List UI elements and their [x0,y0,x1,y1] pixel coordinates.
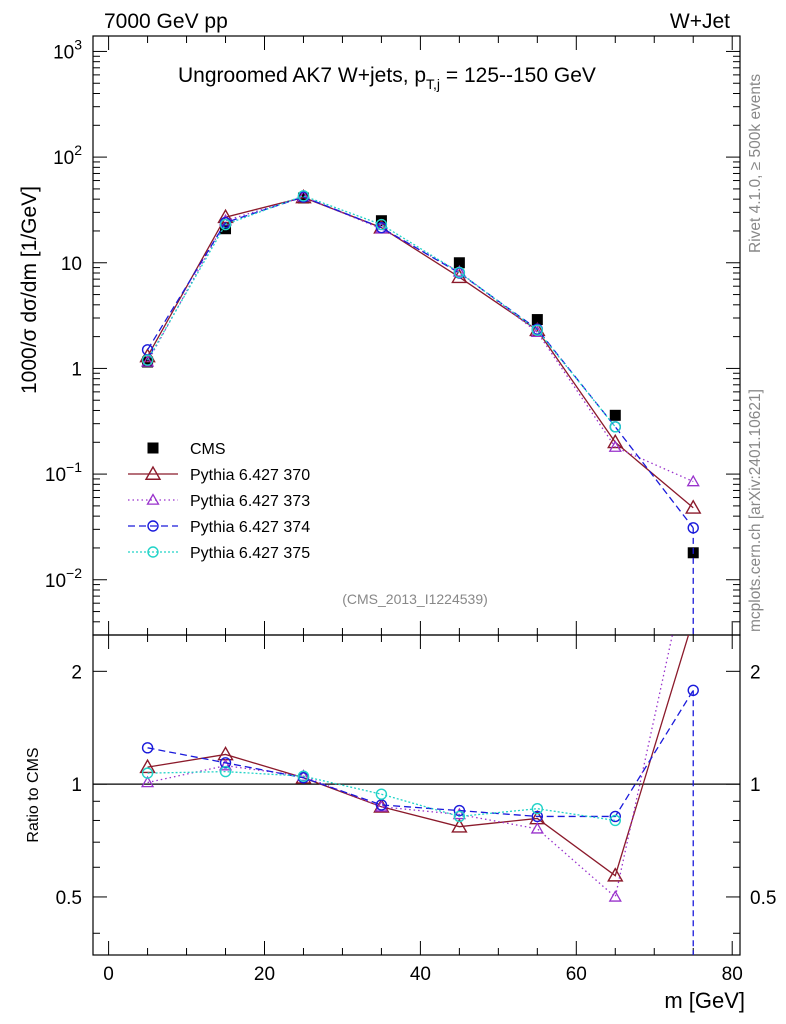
ratio-point-p374 [453,804,466,817]
ratio-point-p375 [297,770,310,782]
ratio-y-tick-label-right: 1 [750,775,761,796]
ratio-point-p373 [374,799,389,812]
main-line-p374 [147,196,694,529]
legend-marker-p375 [147,546,159,558]
header-left: 7000 GeV pp [104,10,228,33]
legend-label-p370: Pythia 6.427 370 [190,467,310,484]
rivet-label: Rivet 4.1.0, ≥ 500k events [747,74,764,253]
main-line-p370 [146,196,694,509]
main-y-tick-label: 103 [53,36,82,63]
x-tick-label: 0 [103,964,114,985]
main-line-p373 [146,196,694,483]
ratio-point-p375 [375,788,388,800]
x-tick-label: 20 [254,964,275,985]
main-point-p375 [531,324,544,336]
ratio-point-p373 [608,890,622,902]
legend-marker-cms [147,442,159,454]
main-y-tick-label: 102 [53,142,82,169]
legend-label-cms: CMS [190,441,226,458]
ratio-y-tick-label-left: 2 [71,662,82,683]
x-tick-label: 60 [566,964,587,985]
mcplots-label: mcplots.cern.ch [arXiv:2401.10621] [747,389,764,632]
ratio-y-tick-label-right: 0.5 [750,888,776,909]
ratio-point-p373 [140,775,155,788]
main-point-p375 [297,190,310,202]
ratio-point-p374 [609,810,621,823]
x-ticks: 0 20 40 60 80 [103,36,743,985]
legend-label-p374: Pythia 6.427 374 [190,519,310,536]
main-point-p373 [140,355,155,367]
ratio-series-group [139,635,699,955]
analysis-id: (CMS_2013_I1224539) [342,591,488,607]
ratio-point-p374 [375,799,388,811]
ratio-point-p375 [609,814,621,827]
main-title: Ungroomed AK7 W+jets, pT,j = 125--150 Ge… [178,64,596,92]
legend-marker-p370 [144,465,162,480]
ratio-line-p375 [147,770,616,822]
ratio-point-p374 [141,742,154,754]
main-point-cms [609,409,621,421]
legend-label-p375: Pythia 6.427 375 [190,545,310,562]
main-point-cms [531,314,543,326]
main-point-cms [453,257,465,269]
main-point-p370 [685,499,702,514]
main-point-cms [220,223,232,235]
main-y-tick-label: 10 [61,254,82,275]
main-point-p375 [375,218,388,231]
ratio-y-tick-label-right: 2 [750,662,761,683]
main-series-group [139,189,702,635]
main-point-p375 [219,218,232,231]
main-line-p375 [147,195,616,428]
x-tick-label: 40 [410,964,431,985]
main-point-p375 [609,421,621,433]
header-right: W+Jet [670,10,730,33]
main-point-p375 [141,354,154,366]
ratio-point-p375 [531,802,544,815]
legend-marker-p373 [146,493,160,505]
legend: CMS Pythia 6.427 370 Pythia 6.427 373 Pythi… [128,441,310,562]
ratio-point-p373 [452,807,466,820]
ratio-plot-frame [92,634,741,956]
main-point-p373 [530,325,544,338]
ratio-point-p374 [219,757,232,769]
main-point-p375 [453,266,466,279]
ratio-point-p375 [453,810,466,823]
ratio-y-axis-label: Ratio to CMS [25,747,42,842]
main-y-tick-label: 10−1 [45,459,82,486]
ratio-line-p374 [147,689,694,818]
legend-marker-p374 [147,520,159,532]
ratio-line-p370 [147,635,690,877]
main-y-tick-label: 10−2 [45,565,82,592]
ratio-line-p373 [147,635,674,899]
main-point-p373 [686,474,700,487]
x-tick-label: 80 [722,964,743,985]
ratio-point-p374 [531,810,544,823]
x-axis-label: m [GeV] [664,988,745,1013]
legend-label-p373: Pythia 6.427 373 [190,493,310,510]
ratio-point-p370 [451,818,468,833]
main-point-p373 [608,440,622,452]
ratio-point-p373 [530,821,544,834]
main-y-axis-label: 1000/σ dσ/dm [1/GeV] [18,186,41,394]
ratio-point-p370 [139,758,156,774]
ratio-point-p373 [218,758,233,771]
ratio-point-p375 [141,767,154,779]
main-y-tick-label: 1 [71,359,82,380]
ratio-point-p375 [219,765,232,778]
ratio-y-tick-label-left: 1 [71,775,82,796]
ratio-y-tick-label-left: 0.5 [56,888,82,909]
ratio-point-p370 [607,867,624,882]
